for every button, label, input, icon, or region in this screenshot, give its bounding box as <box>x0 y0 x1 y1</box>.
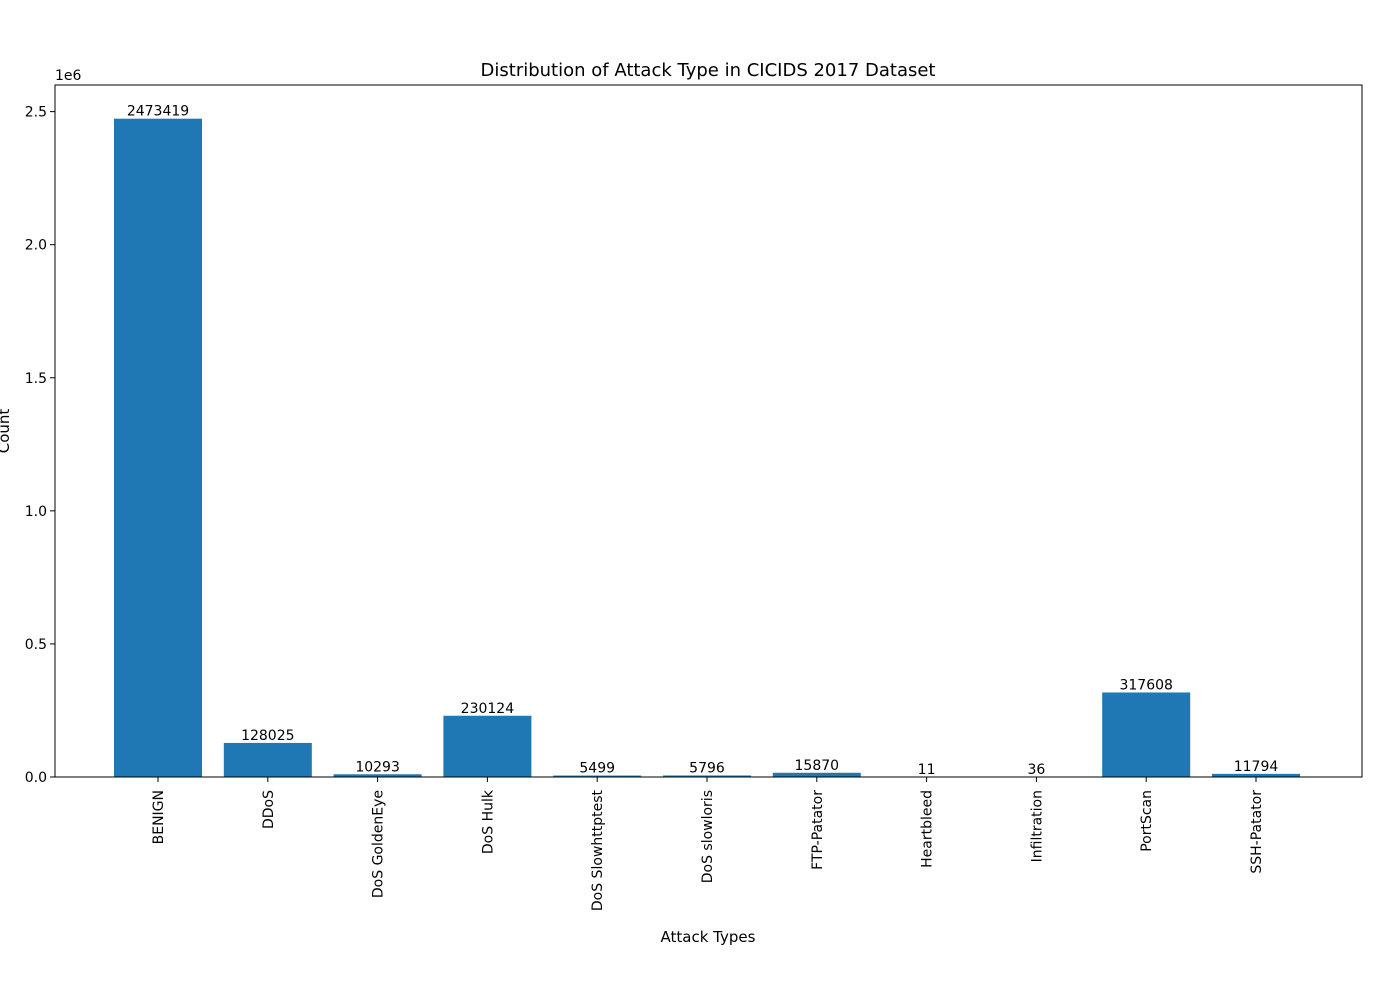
x-tick-label: BENIGN <box>151 790 167 844</box>
bar-ddos <box>224 743 312 777</box>
y-tick-label: 0.5 <box>25 637 47 653</box>
ticks-layer: BENIGN DDoS DoS GoldenEye DoS Hulk DoS Slowh… <box>25 105 1265 911</box>
x-axis-label: Attack Types <box>661 928 756 946</box>
y-tick-label: 1.5 <box>25 371 47 387</box>
y-axis-offset-label: 1e6 <box>55 68 82 84</box>
x-tick-label: DoS Slowhttptest <box>590 790 606 912</box>
y-axis-label: Count <box>0 409 13 454</box>
data-label: 230124 <box>461 701 515 717</box>
bar-benign <box>114 119 202 777</box>
y-tick-label: 2.0 <box>25 238 47 254</box>
data-label: 10293 <box>355 759 400 775</box>
x-tick-label: SSH-Patator <box>1249 790 1265 874</box>
data-label: 2473419 <box>127 104 189 120</box>
bar-portscan <box>1102 692 1190 777</box>
x-tick-label: Heartbleed <box>920 790 936 868</box>
data-label: 36 <box>1027 762 1045 778</box>
x-tick-label: DDoS <box>261 790 277 829</box>
y-tick-label: 2.5 <box>25 105 47 121</box>
data-label: 128025 <box>241 728 294 744</box>
bars-layer: 2473419 128025 10293 230124 5499 5796 15870 11 3… <box>114 104 1300 778</box>
x-tick-label: DoS GoldenEye <box>371 790 387 898</box>
x-tick-label: Infiltration <box>1029 790 1045 862</box>
y-tick-label: 0.0 <box>25 770 47 786</box>
y-tick-label: 1.0 <box>25 504 47 520</box>
data-label: 317608 <box>1119 677 1172 693</box>
data-label: 5499 <box>579 761 615 777</box>
x-tick-label: DoS slowloris <box>700 790 716 883</box>
x-tick-label: PortScan <box>1139 790 1155 852</box>
data-label: 11794 <box>1234 759 1279 775</box>
data-label: 5796 <box>689 760 725 776</box>
plot-frame <box>55 85 1362 777</box>
chart-title: Distribution of Attack Type in CICIDS 20… <box>481 60 936 81</box>
data-label: 15870 <box>795 758 840 774</box>
x-tick-label: FTP-Patator <box>810 790 826 870</box>
bar-dos-hulk <box>443 716 531 777</box>
x-tick-label: DoS Hulk <box>480 789 496 854</box>
data-label: 11 <box>918 762 936 778</box>
